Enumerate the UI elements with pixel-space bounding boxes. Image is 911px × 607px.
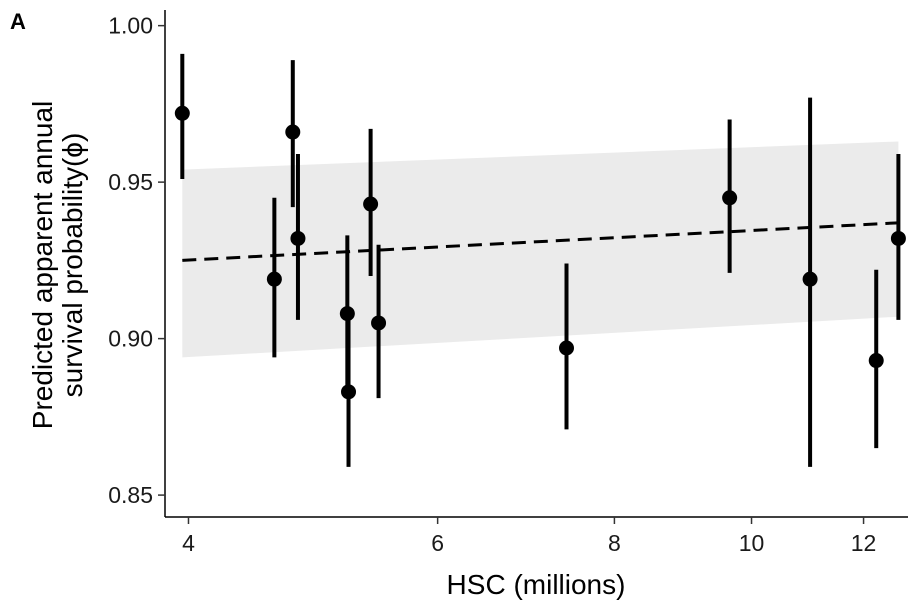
data-point-8 [371,315,387,331]
data-point-7 [363,196,379,212]
data-point-12 [868,353,884,369]
x-tick-label: 12 [851,530,877,556]
x-axis-ticks: 4 6 8 10 12 [182,517,876,556]
data-point-9 [559,340,575,356]
y-tick-label: 0.95 [108,169,153,195]
y-tick-label: 1.00 [108,13,153,39]
data-point-4 [290,230,306,246]
data-point-11 [802,271,818,287]
y-axis-title-line-2: survival probability(ϕ) [57,133,88,398]
x-tick-label: 6 [431,530,444,556]
y-axis-title-line-1: Predicted apparent annual [27,101,58,429]
x-tick-label: 10 [739,530,765,556]
panel-label: A [10,9,26,34]
y-axis-title: Predicted apparent annual survival proba… [27,101,88,429]
confidence-band [182,141,899,358]
data-points [174,105,906,400]
data-point-6 [341,384,357,400]
y-axis-ticks: 0.85 0.90 0.95 1.00 [108,13,165,508]
x-axis-title: HSC (millions) [447,569,626,600]
x-tick-label: 8 [608,530,621,556]
x-tick-label: 4 [182,530,195,556]
y-tick-label: 0.85 [108,482,153,508]
data-point-3 [285,124,301,140]
data-point-10 [722,190,738,206]
data-point-2 [266,271,282,287]
data-point-13 [890,230,906,246]
data-point-1 [174,105,190,121]
y-tick-label: 0.90 [108,326,153,352]
data-point-5 [339,306,355,322]
fit-line [182,221,899,262]
